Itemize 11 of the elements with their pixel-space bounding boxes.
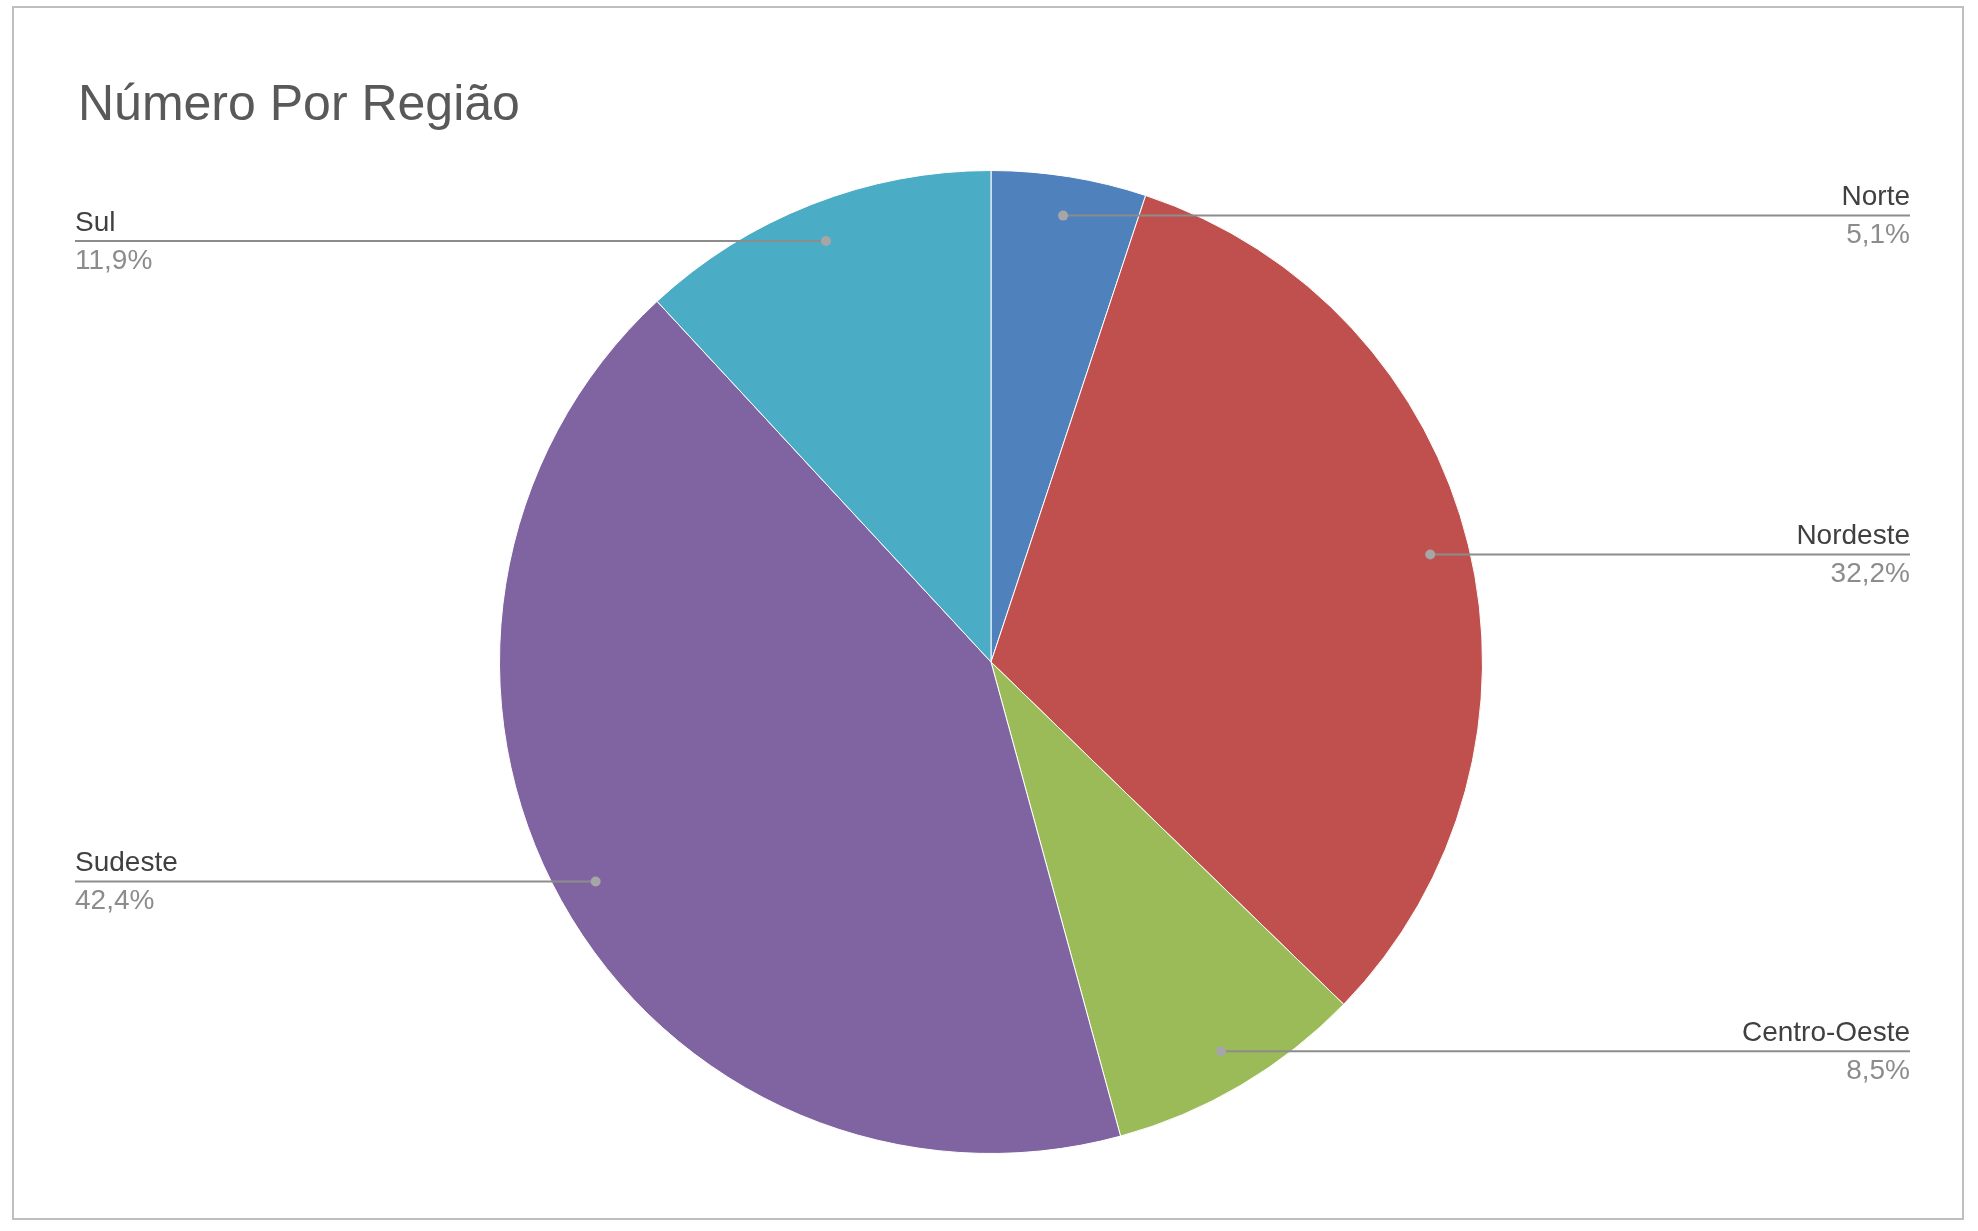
data-label: 11,9% (75, 243, 153, 275)
data-label: 42,4% (75, 884, 155, 916)
data-label: 8,5% (1846, 1054, 1910, 1086)
slice-label: Sul (75, 205, 116, 237)
slice-label: Centro-Oeste (1741, 1016, 1910, 1048)
data-label: 5,1% (1846, 218, 1910, 250)
slice-label: Sudeste (75, 846, 178, 878)
slice-label: Nordeste (1796, 519, 1910, 551)
chart-title: Número Por Região (78, 75, 520, 131)
slice-label: Norte (1841, 180, 1910, 212)
data-label: 32,2% (1830, 557, 1910, 589)
